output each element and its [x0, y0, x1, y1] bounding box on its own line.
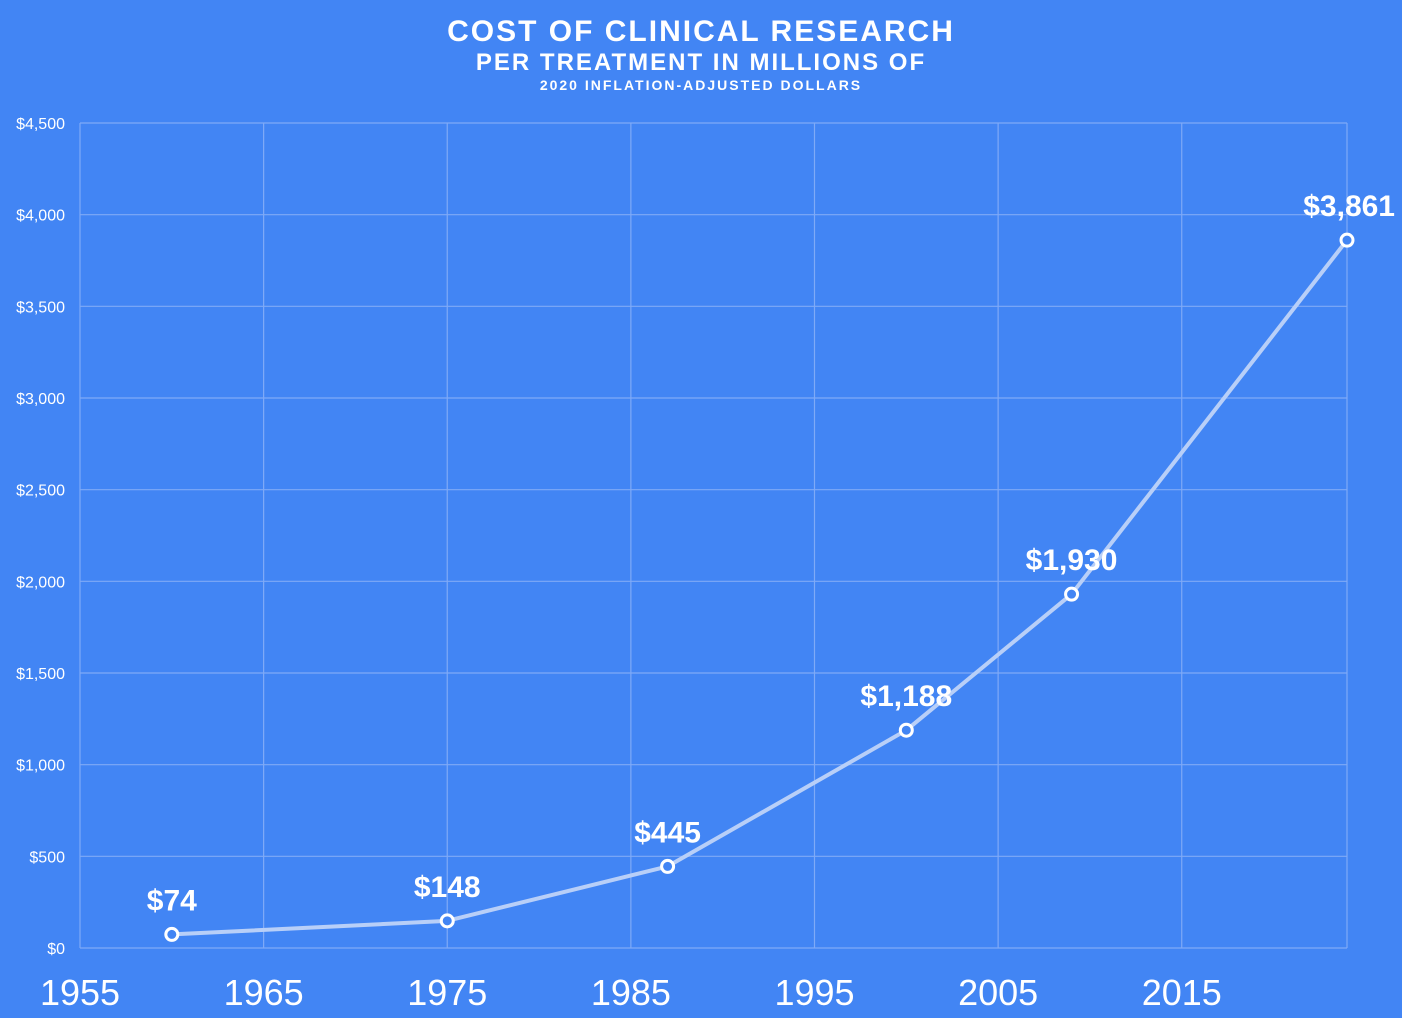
y-tick-label: $1,500 — [16, 666, 65, 683]
data-label: $3,861 — [1303, 190, 1395, 223]
x-axis-ticks: 1955 1965 1975 1985 1995 2005 2015 — [40, 972, 1222, 1013]
data-label: $1,930 — [1026, 544, 1118, 577]
x-tick-label: 1955 — [40, 972, 120, 1013]
x-tick-label: 1975 — [407, 972, 487, 1013]
y-tick-label: $500 — [29, 849, 65, 866]
y-tick-label: $3,000 — [16, 391, 65, 408]
y-tick-label: $3,500 — [16, 299, 65, 316]
y-tick-label: $4,500 — [16, 116, 65, 133]
data-point — [660, 858, 676, 874]
x-tick-label: 1995 — [774, 972, 854, 1013]
y-axis-ticks: $0 $500 $1,000 $1,500 $2,000 $2,500 $3,000 $3,5… — [16, 116, 65, 958]
chart-title: COST OF CLINICAL RESEARCH — [447, 15, 955, 48]
series — [164, 232, 1355, 942]
chart-subtitle: PER TREATMENT IN MILLIONS OF — [475, 49, 927, 76]
data-point — [1339, 232, 1355, 248]
data-point — [1064, 586, 1080, 602]
y-tick-label: $4,000 — [16, 208, 65, 225]
x-tick-label: 2005 — [958, 972, 1038, 1013]
x-tick-label: 2015 — [1142, 972, 1222, 1013]
data-point — [439, 913, 455, 929]
data-label: $1,188 — [860, 680, 952, 713]
series-line — [169, 238, 1349, 937]
y-tick-label: $0 — [47, 941, 65, 958]
data-point — [164, 926, 180, 942]
chart-subtitle-secondary: 2020 INFLATION-ADJUSTED DOLLARS — [539, 77, 863, 93]
grid — [79, 122, 1348, 949]
x-tick-label: 1965 — [224, 972, 304, 1013]
data-label: $445 — [634, 816, 701, 849]
y-tick-label: $1,000 — [16, 758, 65, 775]
y-tick-label: $2,000 — [16, 574, 65, 591]
y-tick-label: $2,500 — [16, 483, 65, 500]
data-label: $74 — [147, 884, 197, 917]
x-tick-label: 1985 — [591, 972, 671, 1013]
data-labels: $74 $148 $445 $1,188 $1,930 $3,861 — [147, 190, 1395, 917]
title-block: COST OF CLINICAL RESEARCH PER TREATMENT … — [0, 14, 1402, 94]
data-point — [898, 722, 914, 738]
data-label: $148 — [414, 871, 481, 904]
